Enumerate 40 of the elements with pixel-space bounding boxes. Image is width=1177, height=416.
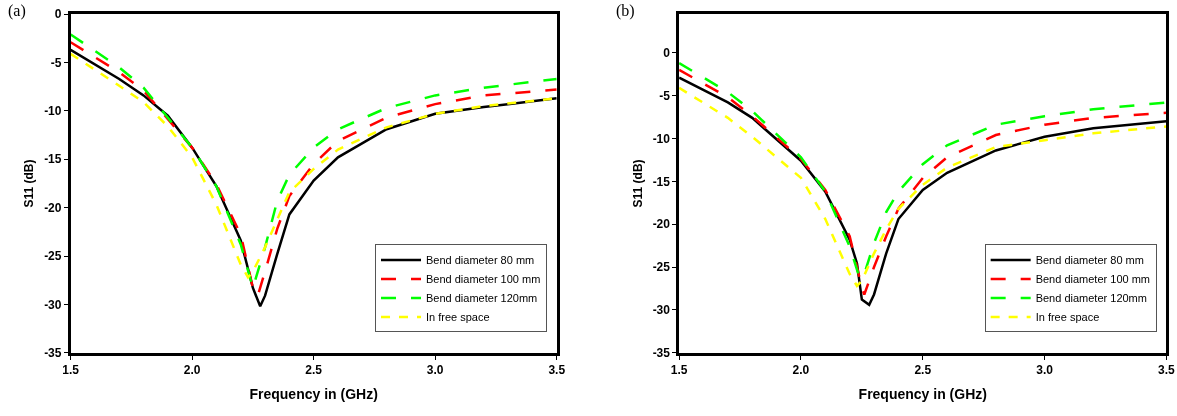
y-axis-title: S11 (dB): [630, 159, 645, 208]
y-tick-label: -35: [652, 345, 671, 360]
x-tick-label: 2.0: [792, 362, 810, 377]
y-tick-label: -10: [44, 104, 62, 119]
x-tick-label: 1.5: [670, 362, 688, 377]
y-tick-label: -30: [44, 297, 62, 312]
y-tick-label: -20: [44, 200, 62, 215]
y-axis-title: S11 (dB): [22, 159, 37, 208]
legend-label: Bend diameter 100 mm: [426, 273, 541, 286]
y-tick-label: 0: [663, 45, 671, 60]
legend-label: Bend diameter 80 mm: [1035, 254, 1144, 267]
x-tick-label: 3.0: [426, 362, 444, 377]
text: (b): [616, 2, 635, 20]
legend-label: Bend diameter 80 mm: [426, 254, 535, 267]
x-tick-label: 2.5: [914, 362, 932, 377]
x-axis-title: Frequency in (GHz): [858, 386, 987, 403]
x-tick-label: 3.0: [1036, 362, 1054, 377]
y-tick-label: -15: [652, 174, 671, 189]
text: (a): [8, 2, 26, 20]
x-tick-label: 3.5: [548, 362, 566, 377]
legend-label: Bend diameter 120mm: [426, 292, 538, 305]
y-tick-label: 0: [54, 7, 62, 22]
x-tick-label: 3.5: [1158, 362, 1176, 377]
y-tick-label: -5: [659, 88, 671, 103]
x-tick-label: 1.5: [62, 362, 80, 377]
y-tick-label: -25: [652, 260, 671, 275]
legend-label: Bend diameter 100 mm: [1035, 273, 1151, 286]
legend-label: In free space: [1035, 311, 1100, 324]
y-tick-label: -25: [44, 249, 62, 264]
y-tick-label: -30: [652, 303, 671, 318]
x-axis-title: Frequency in (GHz): [249, 386, 378, 403]
y-tick-label: -10: [652, 131, 671, 146]
y-tick-label: -20: [652, 217, 671, 232]
x-tick-label: 2.5: [305, 362, 323, 377]
legend-label: In free space: [426, 311, 490, 324]
x-tick-label: 2.0: [183, 362, 201, 377]
y-tick-label: -5: [50, 55, 62, 70]
y-tick-label: -35: [44, 345, 62, 360]
legend-label: Bend diameter 120mm: [1035, 292, 1147, 305]
y-tick-label: -15: [44, 152, 62, 167]
